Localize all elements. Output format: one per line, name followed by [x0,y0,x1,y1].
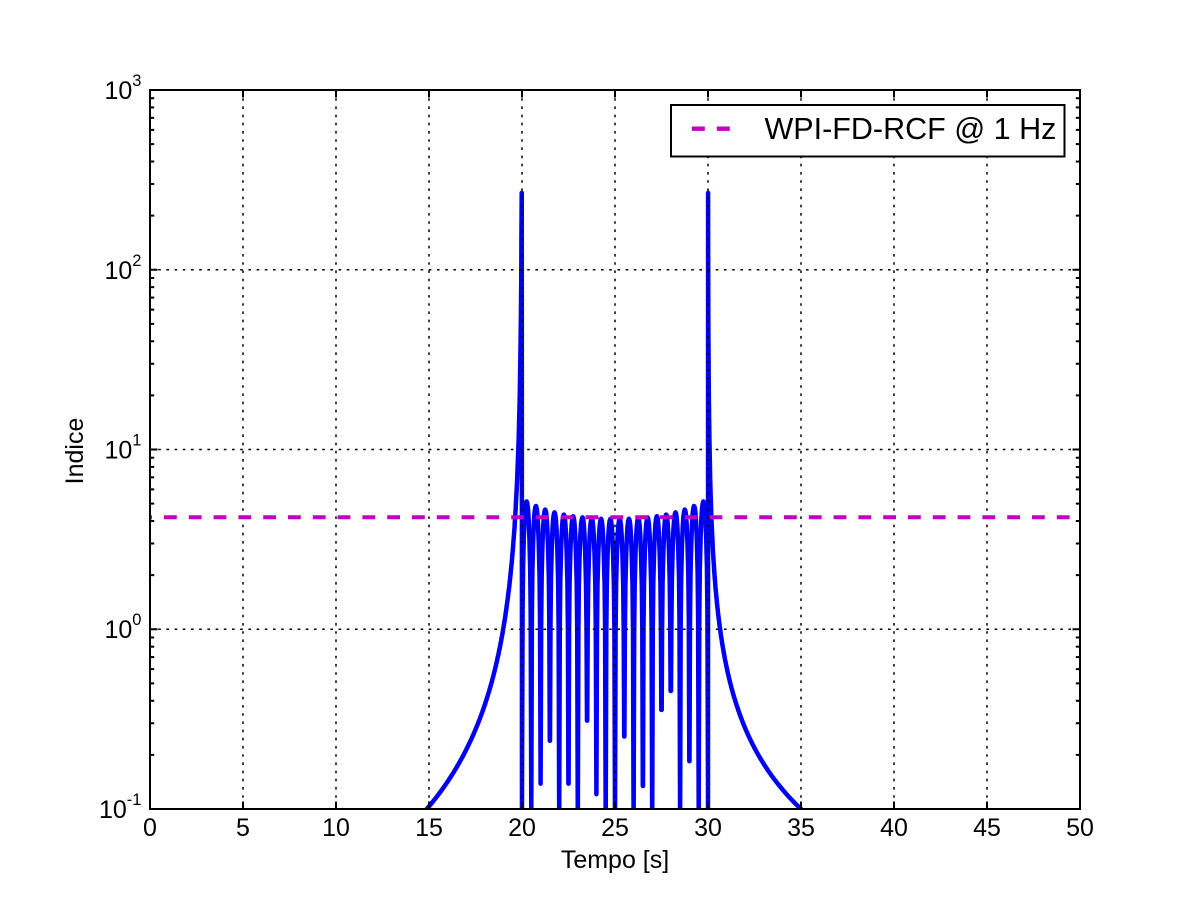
svg-text:10: 10 [322,814,350,842]
svg-text:0: 0 [143,814,157,842]
svg-text:10: 10 [105,437,133,465]
svg-text:40: 40 [880,814,908,842]
svg-text:3: 3 [132,72,141,90]
svg-text:35: 35 [787,814,815,842]
svg-text:2: 2 [132,252,141,270]
svg-text:0: 0 [132,611,141,629]
svg-text:20: 20 [508,814,536,842]
svg-text:10: 10 [99,796,127,824]
svg-text:Indice: Indice [61,418,89,485]
svg-text:WPI-FD-RCF @ 1 Hz: WPI-FD-RCF @ 1 Hz [765,112,1057,146]
svg-text:30: 30 [694,814,722,842]
svg-text:5: 5 [236,814,250,842]
svg-text:15: 15 [415,814,443,842]
svg-text:-1: -1 [127,791,142,809]
svg-text:10: 10 [105,616,133,644]
svg-text:Tempo [s]: Tempo [s] [561,846,669,874]
svg-text:10: 10 [105,77,133,105]
svg-text:25: 25 [601,814,629,842]
svg-text:45: 45 [973,814,1001,842]
svg-text:10: 10 [105,257,133,285]
svg-text:1: 1 [132,432,141,450]
svg-text:50: 50 [1066,814,1094,842]
